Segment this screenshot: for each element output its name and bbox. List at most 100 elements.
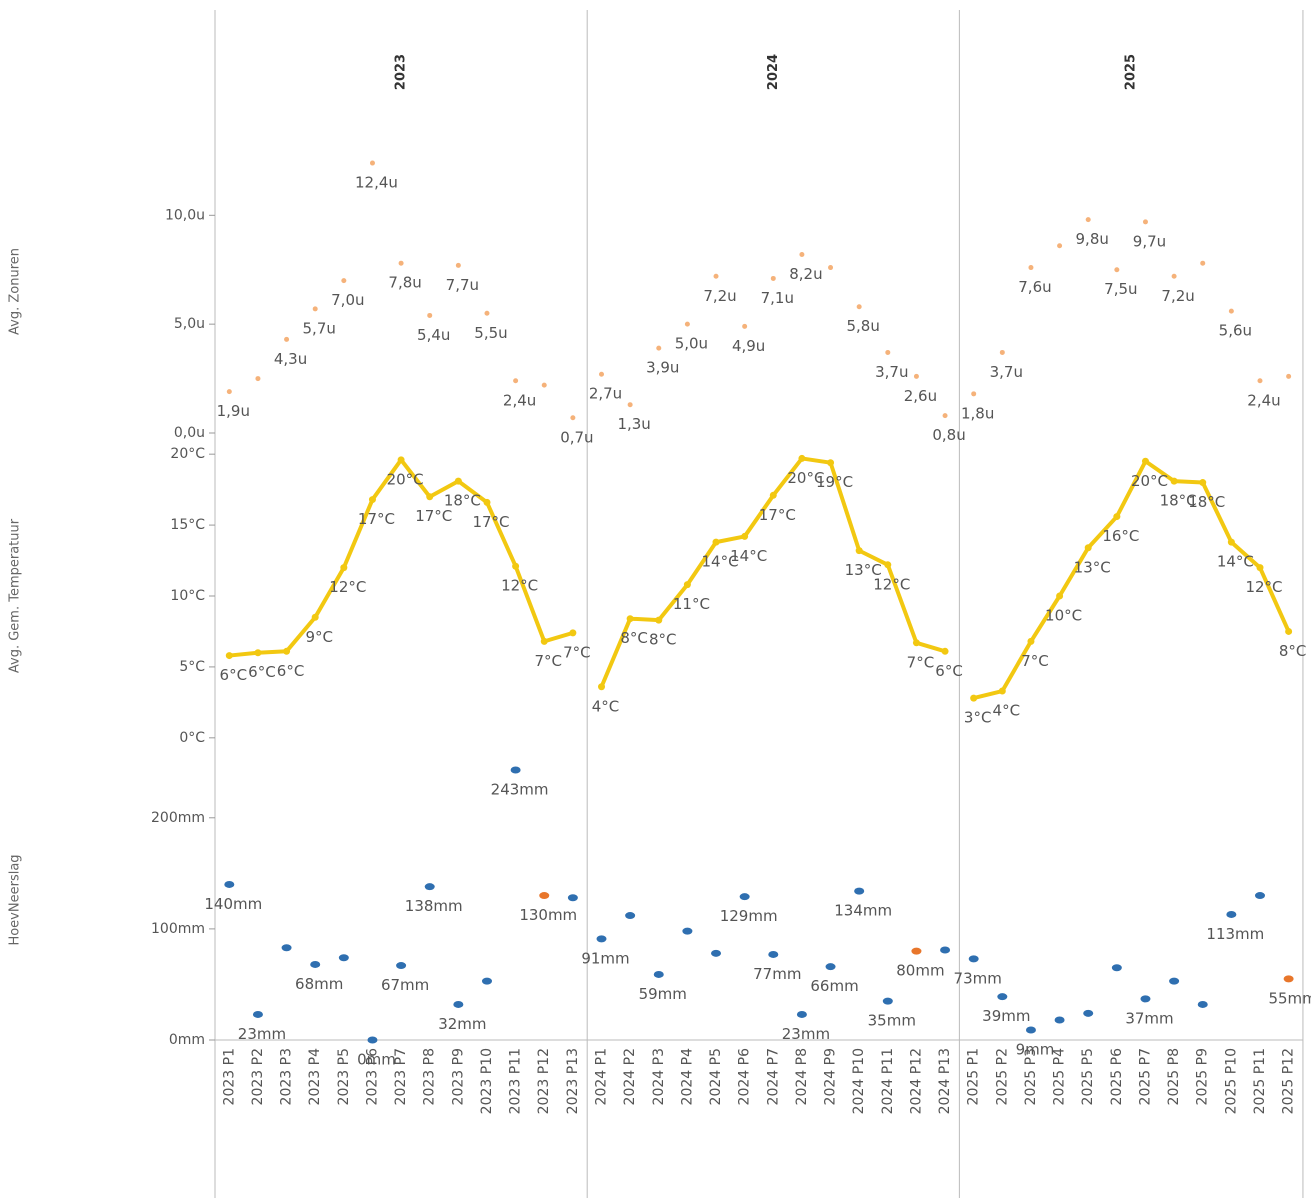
sun-point — [1028, 265, 1034, 271]
x-tick-label: 2024 P10 — [851, 1048, 867, 1114]
rain-icon — [711, 949, 722, 957]
temperature-point — [1027, 637, 1035, 645]
data-label: 129mm — [720, 907, 778, 925]
data-label: 91mm — [581, 949, 629, 967]
temperature-point — [655, 616, 663, 624]
y-tick-label: 0,0u — [174, 425, 205, 441]
data-label: 17°C — [415, 507, 452, 525]
x-tick-label: 2023 P1 — [221, 1048, 237, 1105]
sun-point — [255, 376, 261, 382]
rain-icon — [424, 883, 435, 891]
data-label: 35mm — [868, 1012, 916, 1030]
sun-point — [1171, 273, 1177, 279]
x-tick-label: 2024 P6 — [737, 1048, 753, 1106]
x-tick-label: 2025 P8 — [1166, 1048, 1182, 1105]
sun-point — [599, 371, 605, 377]
sun-point — [799, 251, 805, 257]
data-label: 9mm — [1016, 1041, 1055, 1059]
rain-icon — [367, 1036, 378, 1044]
data-label: 5,7u — [303, 319, 336, 337]
temperature-point — [769, 491, 777, 499]
temperature-point — [512, 562, 520, 570]
data-label: 16°C — [1102, 527, 1139, 545]
data-label: 243mm — [491, 781, 549, 799]
sun-point — [1257, 378, 1263, 384]
sun-point — [942, 413, 948, 419]
temperature-point — [941, 647, 949, 655]
temperature-point — [598, 683, 606, 691]
temperature-line — [973, 459, 1291, 701]
temperature-point — [397, 456, 405, 464]
data-label: 17°C — [358, 510, 395, 528]
sun-point — [226, 389, 232, 395]
group-header: 2025 — [1124, 54, 1139, 90]
temperature-point — [1056, 592, 1064, 600]
sun-point — [284, 336, 290, 342]
y-tick-label: 0°C — [179, 730, 205, 746]
data-label: 73mm — [954, 969, 1002, 987]
temperature-point — [569, 629, 577, 637]
rain-icon — [281, 944, 292, 952]
y-tick-label: 5,0u — [174, 316, 205, 332]
data-label: 0mm — [357, 1051, 396, 1069]
data-label: 8,2u — [789, 265, 822, 283]
data-label: 7,7u — [446, 276, 479, 294]
data-label: 3,7u — [990, 363, 1023, 381]
temperature-point — [741, 532, 749, 540]
sun-point — [742, 323, 748, 329]
data-label: 20°C — [387, 470, 424, 488]
sun-point — [341, 278, 347, 284]
rain-icon — [796, 1010, 807, 1018]
sun-point — [369, 160, 375, 166]
temperature-point — [454, 477, 462, 485]
x-tick-label: 2024 P3 — [651, 1048, 667, 1105]
x-tick-label: 2025 P12 — [1281, 1048, 1297, 1114]
data-label: 0,7u — [560, 428, 593, 446]
sun-point — [713, 273, 719, 279]
data-label: 37mm — [1125, 1009, 1173, 1027]
sun-point — [1114, 267, 1120, 273]
sun-point — [427, 312, 433, 318]
x-tick-label: 2024 P13 — [937, 1048, 953, 1114]
temperature-point — [540, 637, 548, 645]
data-label: 66mm — [810, 977, 858, 995]
y-tick-label: 20°C — [170, 446, 205, 462]
data-label: 6°C — [220, 666, 248, 684]
x-tick-label: 2024 P7 — [765, 1048, 781, 1105]
rain-icon — [739, 893, 750, 901]
rain-icon — [682, 927, 693, 935]
rain-icon — [567, 894, 578, 902]
axis-title: Avg. Zonuren — [8, 248, 23, 335]
data-label: 77mm — [753, 965, 801, 983]
x-tick-label: 2025 P10 — [1223, 1048, 1239, 1114]
data-label: 80mm — [896, 962, 944, 980]
temperature-point — [1256, 564, 1264, 572]
data-label: 3,7u — [875, 363, 908, 381]
data-label: 7°C — [534, 652, 562, 670]
data-label: 13°C — [1074, 558, 1111, 576]
data-label: 8°C — [1279, 642, 1307, 660]
data-label: 68mm — [295, 975, 343, 993]
data-label: 59mm — [639, 985, 687, 1003]
rain-icon — [968, 955, 979, 963]
data-label: 23mm — [238, 1025, 286, 1043]
sun-point — [770, 275, 776, 281]
axis-title: Avg. Gem. Temperatuur — [8, 518, 23, 673]
temperature-point — [225, 652, 233, 660]
y-tick-label: 10°C — [170, 588, 205, 604]
x-tick-label: 2023 P8 — [422, 1048, 438, 1105]
rain-icon — [911, 947, 922, 955]
rain-icon — [825, 963, 836, 971]
temperature-point — [912, 639, 920, 647]
rain-icon — [539, 892, 550, 900]
data-label: 2,6u — [904, 387, 937, 405]
x-tick-label: 2023 P12 — [536, 1048, 552, 1114]
y-tick-label: 0mm — [169, 1032, 205, 1048]
data-label: 23mm — [782, 1025, 830, 1043]
temperature-point — [798, 454, 806, 462]
y-tick-label: 15°C — [170, 517, 205, 533]
data-label: 7,5u — [1104, 280, 1137, 298]
x-tick-label: 2025 P4 — [1052, 1048, 1068, 1106]
data-label: 39mm — [982, 1007, 1030, 1025]
rain-icon — [625, 912, 636, 920]
